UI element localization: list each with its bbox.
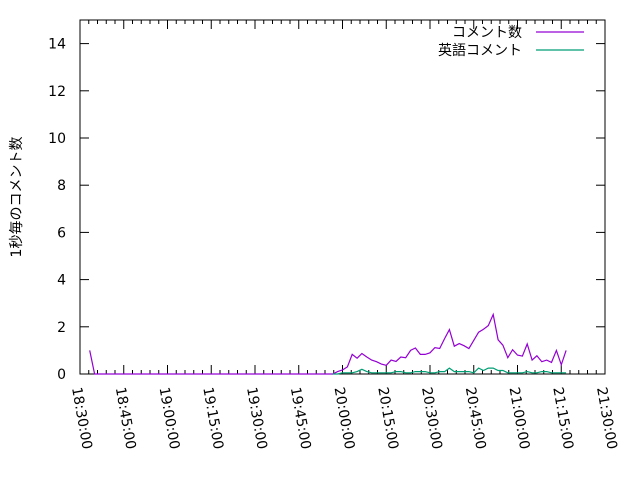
x-tick-label: 21:15:00 [549,386,576,451]
series-group [89,312,567,375]
axes: 0 2 4 6 8 10 12 14 18:30:00 18:45:00 19:00:00 19:15… [48,19,620,451]
y-tick-label: 10 [48,131,66,147]
legend-label: コメント数 [452,25,522,41]
x-tick-label: 19:30:00 [243,386,270,451]
x-tick-label: 19:00:00 [156,386,183,451]
y-axis-label: 1秒毎のコメント数 [9,137,25,258]
x-tick-label: 20:45:00 [462,386,489,451]
legend-label: 英語コメント [438,42,522,59]
x-tick-label: 19:15:00 [199,386,226,451]
y-tick-label: 14 [48,37,66,53]
x-tick-label: 19:45:00 [287,386,314,451]
y-tick-label: 8 [57,178,66,194]
x-tick-label: 21:30:00 [593,386,620,451]
x-tick-label: 20:30:00 [418,386,445,451]
x-tick-label: 18:30:00 [68,386,95,451]
x-tick-label: 20:15:00 [374,386,401,451]
series-line [332,367,567,375]
y-tick-label: 0 [57,367,66,383]
plot-border [79,19,606,375]
y-tick-label: 2 [57,320,66,336]
y-tick-label: 4 [57,273,66,289]
x-tick-label: 20:00:00 [331,386,358,451]
y-tick-label: 6 [57,225,66,241]
x-tick-label: 21:00:00 [506,386,533,451]
y-tick-label: 12 [48,84,66,100]
x-tick-label: 18:45:00 [112,386,139,451]
series-line [89,312,567,375]
